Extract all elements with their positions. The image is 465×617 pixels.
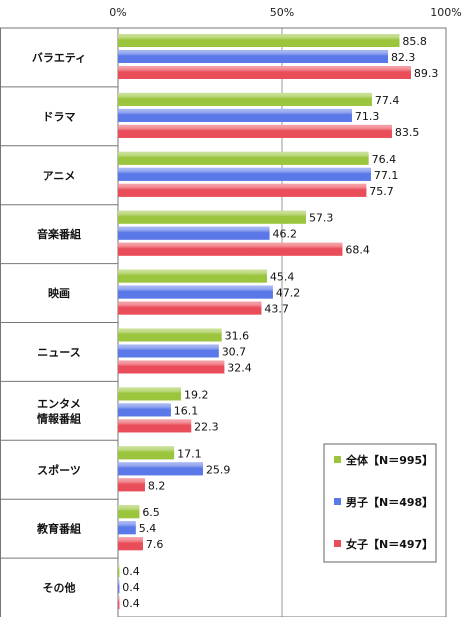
bars <box>118 34 411 610</box>
data-label: 76.4 <box>372 153 397 166</box>
data-label: 75.7 <box>369 185 394 198</box>
bar-highlight <box>118 580 120 594</box>
x-axis-ticks: 0% 50% 100% <box>109 6 461 19</box>
category-label: 情報番組 <box>37 411 81 425</box>
bar-highlight <box>118 92 372 106</box>
bar-highlight <box>118 596 120 610</box>
bar-highlight <box>118 242 343 256</box>
data-label: 30.7 <box>222 346 247 359</box>
data-label: 46.2 <box>273 228 298 241</box>
data-label: 82.3 <box>391 51 416 64</box>
data-label: 17.1 <box>177 447 202 460</box>
category-label: バラエティ <box>32 51 86 64</box>
value-labels: 85.8 82.3 89.3 77.4 71.3 83.5 76.4 77.1 75.7 57.3… <box>122 35 438 610</box>
bar-highlight <box>118 210 306 224</box>
bar-highlight <box>118 462 203 476</box>
category-label: その他 <box>43 581 76 595</box>
category-label: ドラマ <box>43 110 76 123</box>
data-label: 0.4 <box>122 581 140 594</box>
bar-highlight <box>118 226 270 240</box>
bar-highlight <box>118 387 181 401</box>
bar-highlight <box>118 360 225 374</box>
category-label: ニュース <box>37 346 80 359</box>
bar-highlight <box>118 66 411 79</box>
x-tick-label: 100% <box>430 6 461 19</box>
grid-lines <box>0 27 447 617</box>
legend: 全体【N＝995】男子【N＝498】女子【N＝497】 <box>323 443 437 563</box>
data-label: 71.3 <box>355 110 380 123</box>
category-label: 音楽番組 <box>37 227 81 241</box>
legend-swatch <box>334 540 341 547</box>
legend-box <box>323 443 437 563</box>
category-label: スポーツ <box>37 463 81 477</box>
legend-swatch <box>334 498 341 505</box>
bar-highlight <box>118 419 192 433</box>
bar-highlight <box>118 505 140 519</box>
data-label: 25.9 <box>206 463 231 476</box>
bar-highlight <box>118 269 267 283</box>
data-label: 32.4 <box>227 362 252 375</box>
legend-entry: 全体【N＝995】 <box>345 453 433 467</box>
data-label: 6.5 <box>142 506 160 519</box>
data-label: 22.3 <box>194 420 219 433</box>
category-label: アニメ <box>43 169 76 182</box>
data-label: 47.2 <box>276 287 301 300</box>
bar-highlight <box>118 285 273 299</box>
bar-highlight <box>118 167 371 181</box>
category-label: 映画 <box>48 286 70 300</box>
data-label: 77.1 <box>374 169 399 182</box>
data-label: 45.4 <box>270 271 295 284</box>
data-label: 0.4 <box>122 597 140 610</box>
bar-highlight <box>118 151 369 165</box>
bar-highlight <box>118 108 352 122</box>
category-label: エンタメ <box>37 397 81 410</box>
data-label: 8.2 <box>148 479 166 492</box>
bar-highlight <box>118 34 400 47</box>
bar-highlight <box>118 403 171 417</box>
x-tick-label: 50% <box>270 6 294 19</box>
category-label: 教育番組 <box>36 522 81 536</box>
bar-highlight <box>118 183 367 197</box>
data-label: 85.8 <box>402 35 427 48</box>
legend-swatch <box>334 456 341 463</box>
data-label: 16.1 <box>174 404 199 417</box>
bar-highlight <box>118 446 175 460</box>
data-label: 68.4 <box>345 244 370 257</box>
data-label: 5.4 <box>139 522 157 535</box>
x-tick-label: 0% <box>109 6 126 19</box>
bar-highlight <box>118 328 222 342</box>
data-label: 77.4 <box>375 94 400 107</box>
bar-highlight <box>118 301 262 315</box>
bar-highlight <box>118 344 219 358</box>
data-label: 19.2 <box>184 388 209 401</box>
bar-highlight <box>118 521 136 535</box>
bar-highlight <box>118 50 388 63</box>
data-label: 43.7 <box>264 303 289 316</box>
data-label: 57.3 <box>309 212 334 225</box>
data-label: 83.5 <box>395 126 420 139</box>
legend-entry: 男子【N＝498】 <box>346 496 433 509</box>
bar-highlight <box>118 564 120 578</box>
data-label: 89.3 <box>414 67 439 80</box>
data-label: 7.6 <box>146 538 164 551</box>
bar-highlight <box>118 537 143 551</box>
bar-highlight <box>118 478 145 492</box>
data-label: 0.4 <box>122 565 140 578</box>
data-label: 31.6 <box>225 330 250 343</box>
legend-entry: 女子【N＝497】 <box>346 537 433 551</box>
bar-highlight <box>118 124 392 138</box>
